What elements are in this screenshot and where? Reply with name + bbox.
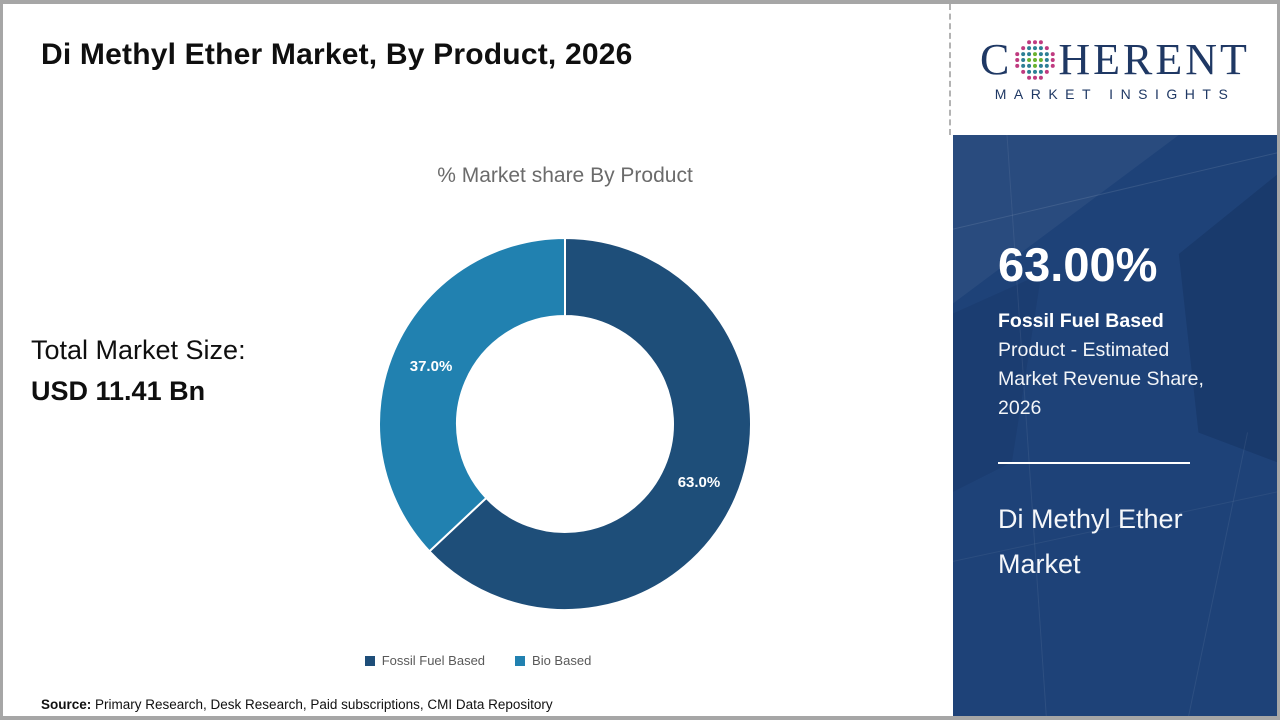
globe-dot: [1027, 63, 1032, 68]
sidebar-market-name: Di Methyl Ether Market: [998, 504, 1183, 579]
legend-label-bio: Bio Based: [532, 653, 592, 668]
total-market-size: Total Market Size: USD 11.41 Bn: [31, 330, 246, 412]
source-label: Source:: [41, 697, 92, 712]
sidebar-stat-description: Fossil Fuel Based Product - Estimated Ma…: [998, 307, 1233, 423]
globe-dot: [1033, 63, 1038, 68]
globe-dot: [1027, 45, 1032, 50]
sidebar-stat-segment: Fossil Fuel Based: [998, 310, 1164, 332]
source-text: Primary Research, Desk Research, Paid su…: [91, 697, 553, 712]
globe-dots-icon: [1015, 39, 1056, 80]
globe-dot: [1033, 45, 1038, 50]
logo-letter-c: C: [980, 34, 1013, 84]
logo-word-rest: HERENT: [1058, 34, 1250, 84]
globe-dot: [1039, 63, 1044, 68]
globe-dot: [1015, 63, 1020, 68]
globe-dot: [1021, 45, 1026, 50]
sidebar-stat-rest: Product - Estimated Market Revenue Share…: [998, 339, 1204, 419]
chart-title: % Market share By Product: [437, 164, 693, 187]
page-title: Di Methyl Ether Market, By Product, 2026: [41, 38, 633, 71]
globe-dot: [1033, 69, 1038, 74]
globe-dot: [1021, 69, 1026, 74]
chart-legend: Fossil Fuel Based Bio Based: [3, 653, 953, 668]
globe-dot: [1021, 57, 1026, 62]
globe-dot: [1039, 57, 1044, 62]
legend-swatch-fossil: [364, 655, 375, 666]
globe-dot: [1033, 51, 1038, 56]
globe-dot: [1051, 51, 1056, 56]
total-market-size-label: Total Market Size:: [31, 335, 246, 365]
legend-label-fossil: Fossil Fuel Based: [381, 653, 486, 668]
donut-svg: 63.0% 37.0%: [378, 236, 752, 611]
globe-dot: [1045, 45, 1050, 50]
globe-dot: [1045, 57, 1050, 62]
globe-dot: [1033, 75, 1038, 80]
globe-dot: [1033, 57, 1038, 62]
globe-dot: [1021, 63, 1026, 68]
logo-divider-line: [949, 4, 951, 135]
globe-dot: [1045, 63, 1050, 68]
donut-slice-1: [378, 236, 566, 553]
globe-dot: [1045, 69, 1050, 74]
donut-slice-0: [427, 236, 752, 611]
globe-dot: [1033, 39, 1038, 44]
globe-dot: [1027, 69, 1032, 74]
globe-dot: [1015, 57, 1020, 62]
legend-item-bio: Bio Based: [515, 653, 591, 668]
highlight-sidebar: 63.00% Fossil Fuel Based Product - Estim…: [953, 135, 1277, 716]
globe-dot: [1045, 51, 1050, 56]
globe-dot: [1021, 51, 1026, 56]
donut-chart: 63.0% 37.0%: [375, 234, 755, 614]
coherent-logo: C HERENT MARKET INSIGHTS: [953, 4, 1277, 135]
globe-dot: [1039, 75, 1044, 80]
logo-subtitle: MARKET INSIGHTS: [994, 85, 1236, 102]
globe-dot: [1027, 51, 1032, 56]
globe-dot: [1015, 51, 1020, 56]
globe-dot: [1027, 75, 1032, 80]
globe-dot: [1051, 63, 1056, 68]
globe-dot: [1027, 57, 1032, 62]
world-map-texture: [953, 135, 1277, 716]
globe-dot: [1039, 39, 1044, 44]
donut-label-0: 63.0%: [678, 474, 721, 491]
total-market-size-value: USD 11.41 Bn: [31, 376, 206, 406]
globe-dot: [1039, 69, 1044, 74]
legend-swatch-bio: [515, 655, 526, 666]
globe-dot: [1051, 57, 1056, 62]
globe-dot: [1039, 51, 1044, 56]
sidebar-divider-line: [998, 462, 1190, 464]
globe-dot: [1039, 45, 1044, 50]
sidebar-stat-value: 63.00%: [998, 238, 1158, 291]
donut-label-1: 37.0%: [410, 358, 453, 375]
logo-wordmark: C HERENT: [980, 34, 1250, 84]
globe-dot: [1027, 39, 1032, 44]
source-note: Source: Primary Research, Desk Research,…: [41, 697, 553, 712]
legend-item-fossil: Fossil Fuel Based: [364, 653, 486, 668]
